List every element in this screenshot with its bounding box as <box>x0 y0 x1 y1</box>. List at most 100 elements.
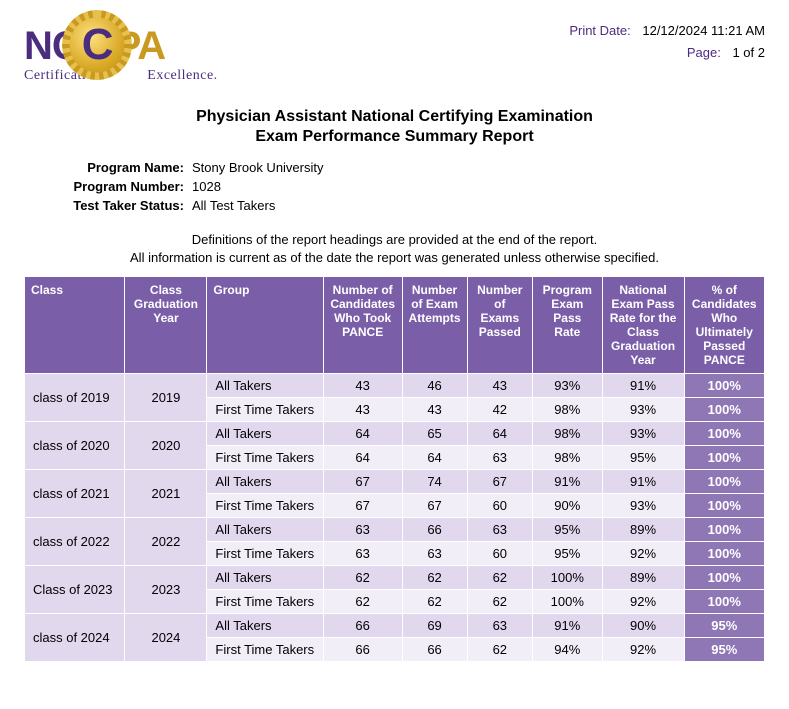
prog-rate-cell: 98% <box>533 422 602 445</box>
attempts-cell: 63 <box>403 542 467 565</box>
report-table: Class Class Graduation Year Group Number… <box>24 276 765 662</box>
prog-rate-cell: 94% <box>533 638 602 661</box>
attempts-cell: 66 <box>403 518 467 541</box>
nccpa-logo: NCCPA Certification.Excellence. <box>24 20 234 90</box>
group-cell: First Time Takers <box>207 638 322 661</box>
print-date-value: 12/12/2024 11:21 AM <box>642 23 765 38</box>
passed-cell: 42 <box>468 398 533 421</box>
group-cell: All Takers <box>207 518 322 541</box>
col-nat-rate: National Exam Pass Rate for the Class Gr… <box>603 277 684 373</box>
candidates-cell: 62 <box>324 566 402 589</box>
nat-rate-cell: 89% <box>603 518 684 541</box>
prog-rate-cell: 98% <box>533 398 602 421</box>
year-cell: 2023 <box>125 566 206 613</box>
col-class: Class <box>25 277 124 373</box>
nat-rate-cell: 91% <box>603 374 684 397</box>
group-cell: First Time Takers <box>207 590 322 613</box>
col-passed: Number of Exams Passed <box>468 277 533 373</box>
nat-rate-cell: 93% <box>603 494 684 517</box>
year-cell: 2021 <box>125 470 206 517</box>
group-cell: All Takers <box>207 614 322 637</box>
program-number-label: Program Number: <box>54 179 184 194</box>
nat-rate-cell: 93% <box>603 398 684 421</box>
table-row: class of 20242024All Takers66696391%90%9… <box>25 614 764 637</box>
candidates-cell: 66 <box>324 638 402 661</box>
program-meta: Program Name: Stony Brook University Pro… <box>54 160 765 213</box>
nat-rate-cell: 95% <box>603 446 684 469</box>
ult-pct-cell: 100% <box>685 518 764 541</box>
prog-rate-cell: 98% <box>533 446 602 469</box>
year-cell: 2022 <box>125 518 206 565</box>
passed-cell: 60 <box>468 494 533 517</box>
definitions-note: Definitions of the report headings are p… <box>24 231 765 266</box>
ult-pct-cell: 100% <box>685 590 764 613</box>
year-cell: 2024 <box>125 614 206 661</box>
ult-pct-cell: 95% <box>685 638 764 661</box>
passed-cell: 63 <box>468 614 533 637</box>
col-attempts: Number of Exam Attempts <box>403 277 467 373</box>
logo-tagline: Certification.Excellence. <box>24 68 234 84</box>
table-row: class of 20192019All Takers43464393%91%1… <box>25 374 764 397</box>
page-title: Physician Assistant National Certifying … <box>24 108 765 126</box>
nat-rate-cell: 93% <box>603 422 684 445</box>
nat-rate-cell: 92% <box>603 590 684 613</box>
prog-rate-cell: 95% <box>533 518 602 541</box>
table-row: Class of 20232023All Takers626262100%89%… <box>25 566 764 589</box>
class-cell: class of 2020 <box>25 422 124 469</box>
group-cell: All Takers <box>207 422 322 445</box>
print-meta: Print Date: 12/12/2024 11:21 AM Page: 1 … <box>559 20 765 64</box>
attempts-cell: 62 <box>403 590 467 613</box>
page-label: Page: <box>649 42 721 64</box>
table-header-row: Class Class Graduation Year Group Number… <box>25 277 764 373</box>
test-taker-status-value: All Test Takers <box>192 198 275 213</box>
prog-rate-cell: 93% <box>533 374 602 397</box>
year-cell: 2019 <box>125 374 206 421</box>
ult-pct-cell: 100% <box>685 422 764 445</box>
candidates-cell: 64 <box>324 446 402 469</box>
candidates-cell: 67 <box>324 494 402 517</box>
attempts-cell: 64 <box>403 446 467 469</box>
prog-rate-cell: 95% <box>533 542 602 565</box>
group-cell: First Time Takers <box>207 398 322 421</box>
attempts-cell: 46 <box>403 374 467 397</box>
table-row: class of 20212021All Takers67746791%91%1… <box>25 470 764 493</box>
candidates-cell: 62 <box>324 590 402 613</box>
candidates-cell: 43 <box>324 374 402 397</box>
nat-rate-cell: 92% <box>603 542 684 565</box>
nat-rate-cell: 90% <box>603 614 684 637</box>
passed-cell: 64 <box>468 422 533 445</box>
passed-cell: 62 <box>468 566 533 589</box>
attempts-cell: 74 <box>403 470 467 493</box>
candidates-cell: 67 <box>324 470 402 493</box>
definitions-line2: All information is current as of the dat… <box>24 249 765 267</box>
passed-cell: 63 <box>468 518 533 541</box>
test-taker-status-label: Test Taker Status: <box>54 198 184 213</box>
table-row: class of 20222022All Takers63666395%89%1… <box>25 518 764 541</box>
program-name-value: Stony Brook University <box>192 160 324 175</box>
passed-cell: 62 <box>468 638 533 661</box>
col-candidates: Number of Candidates Who Took PANCE <box>324 277 402 373</box>
header-row: NCCPA Certification.Excellence. Print Da… <box>24 20 765 90</box>
logo-c: C <box>80 20 115 69</box>
page-value: 1 of 2 <box>732 45 765 60</box>
logo-text: NCCPA <box>24 20 165 70</box>
passed-cell: 67 <box>468 470 533 493</box>
table-row: class of 20202020All Takers64656498%93%1… <box>25 422 764 445</box>
nat-rate-cell: 91% <box>603 470 684 493</box>
group-cell: All Takers <box>207 566 322 589</box>
passed-cell: 43 <box>468 374 533 397</box>
candidates-cell: 63 <box>324 518 402 541</box>
attempts-cell: 69 <box>403 614 467 637</box>
definitions-line1: Definitions of the report headings are p… <box>24 231 765 249</box>
candidates-cell: 63 <box>324 542 402 565</box>
page-subtitle: Exam Performance Summary Report <box>24 128 765 146</box>
year-cell: 2020 <box>125 422 206 469</box>
attempts-cell: 43 <box>403 398 467 421</box>
attempts-cell: 66 <box>403 638 467 661</box>
class-cell: class of 2019 <box>25 374 124 421</box>
col-year: Class Graduation Year <box>125 277 206 373</box>
prog-rate-cell: 100% <box>533 590 602 613</box>
program-number-value: 1028 <box>192 179 221 194</box>
class-cell: class of 2022 <box>25 518 124 565</box>
group-cell: First Time Takers <box>207 494 322 517</box>
